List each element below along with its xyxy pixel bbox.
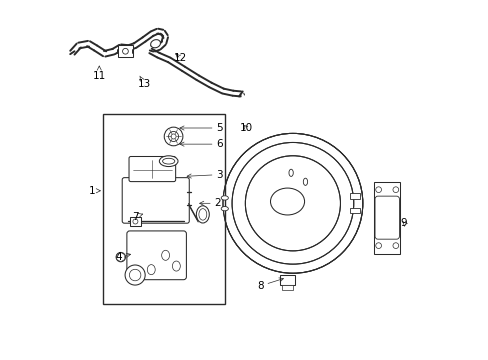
Text: 6: 6 — [180, 139, 222, 149]
Text: 9: 9 — [400, 218, 407, 228]
Circle shape — [116, 252, 125, 262]
Circle shape — [223, 134, 362, 273]
Bar — [349, 193, 360, 199]
Text: 7: 7 — [132, 212, 142, 221]
Circle shape — [164, 127, 183, 146]
Bar — [129, 217, 141, 226]
Bar — [349, 208, 360, 213]
Ellipse shape — [221, 207, 228, 211]
Text: 1: 1 — [89, 186, 100, 196]
Ellipse shape — [288, 169, 293, 176]
Ellipse shape — [150, 40, 160, 48]
Ellipse shape — [159, 156, 178, 167]
Text: 8: 8 — [257, 278, 283, 291]
Bar — [279, 275, 295, 285]
Bar — [118, 45, 132, 57]
Ellipse shape — [221, 196, 228, 200]
Bar — [282, 285, 292, 291]
FancyBboxPatch shape — [126, 231, 186, 280]
Bar — [102, 114, 224, 304]
Polygon shape — [117, 252, 124, 262]
Text: 3: 3 — [187, 170, 222, 180]
Circle shape — [392, 243, 398, 248]
Text: 13: 13 — [137, 76, 150, 89]
Circle shape — [375, 187, 381, 193]
Circle shape — [168, 131, 178, 141]
FancyBboxPatch shape — [129, 157, 175, 181]
Ellipse shape — [303, 178, 307, 185]
Ellipse shape — [196, 206, 209, 223]
Text: 12: 12 — [173, 53, 186, 63]
Circle shape — [392, 187, 398, 193]
Circle shape — [125, 265, 145, 285]
Circle shape — [375, 243, 381, 248]
Text: 4: 4 — [115, 252, 130, 262]
Text: 5: 5 — [180, 123, 222, 133]
Text: 10: 10 — [239, 123, 252, 133]
Bar — [373, 182, 399, 253]
Text: 2: 2 — [199, 198, 221, 208]
Text: 11: 11 — [92, 66, 106, 81]
FancyBboxPatch shape — [122, 177, 189, 223]
